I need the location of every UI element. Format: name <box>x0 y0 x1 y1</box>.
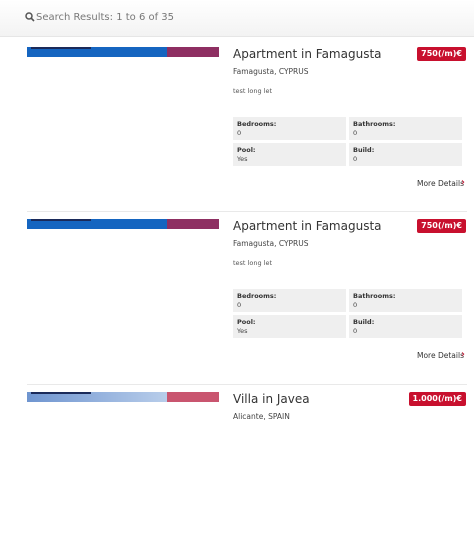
detail-value: 0 <box>237 129 242 137</box>
detail: Build: 0 <box>349 143 462 166</box>
detail-value: 0 <box>353 301 358 309</box>
detail-label: Build: <box>353 146 375 154</box>
price-badge: 750(/m)€ <box>417 219 466 233</box>
location: Famagusta, CYPRUS <box>233 239 309 248</box>
detail-label: Build: <box>353 318 375 326</box>
detail: Build: 0 <box>349 315 462 338</box>
search-icon <box>25 12 35 22</box>
price-badge: 1.000(/m)€ <box>408 392 466 406</box>
listing-title[interactable]: Villa in Javea <box>233 392 310 406</box>
detail: Bathrooms: 0 <box>349 289 462 312</box>
description: test long let <box>233 87 272 95</box>
page: {"header": {"search_results": "Search Re… <box>0 0 474 421</box>
detail-value: Yes <box>237 155 248 163</box>
detail: Pool: Yes <box>233 315 346 338</box>
more-details-link[interactable]: More Details <box>417 351 464 360</box>
listing: Apartment in Famagusta 750(/m)€ Famagust… <box>0 211 474 387</box>
search-results: Search Results: 1 to 6 of 35 <box>36 12 175 23</box>
detail-value: 0 <box>353 155 358 163</box>
description: test long let <box>233 259 272 267</box>
listing-image[interactable] <box>27 392 219 402</box>
detail-value: Yes <box>237 327 248 335</box>
separator <box>27 211 467 212</box>
more-details-link[interactable]: More Details <box>417 179 464 188</box>
listing-title[interactable]: Apartment in Famagusta <box>233 219 382 233</box>
detail: Bathrooms: 0 <box>349 117 462 140</box>
detail: Pool: Yes <box>233 143 346 166</box>
detail-label: Bedrooms: <box>237 120 277 128</box>
location: Famagusta, CYPRUS <box>233 67 309 76</box>
detail-label: Pool: <box>237 318 256 326</box>
detail-value: 0 <box>237 301 242 309</box>
location: Alicante, SPAIN <box>233 412 290 421</box>
search-bar: Search Results: 1 to 6 of 35 <box>0 0 474 37</box>
detail-label: Bathrooms: <box>353 120 396 128</box>
detail-value: 0 <box>353 327 358 335</box>
price-badge: 750(/m)€ <box>417 47 466 61</box>
detail-label: Bedrooms: <box>237 292 277 300</box>
listing-title[interactable]: Apartment in Famagusta <box>233 47 382 61</box>
listing-image[interactable] <box>27 219 219 229</box>
separator <box>27 384 467 385</box>
chevron-icon[interactable]: › <box>461 177 465 188</box>
listing: Apartment in Famagusta 750(/m)€ Famagust… <box>0 43 474 215</box>
detail: Bedrooms: 0 <box>233 117 346 140</box>
detail-label: Bathrooms: <box>353 292 396 300</box>
detail-label: Pool: <box>237 146 256 154</box>
detail-value: 0 <box>353 129 358 137</box>
detail: Bedrooms: 0 <box>233 289 346 312</box>
listing: Villa in Javea 1.000(/m)€ Alicante, SPAI… <box>0 384 474 560</box>
chevron-icon[interactable]: › <box>461 349 465 360</box>
listing-image[interactable] <box>27 47 219 57</box>
